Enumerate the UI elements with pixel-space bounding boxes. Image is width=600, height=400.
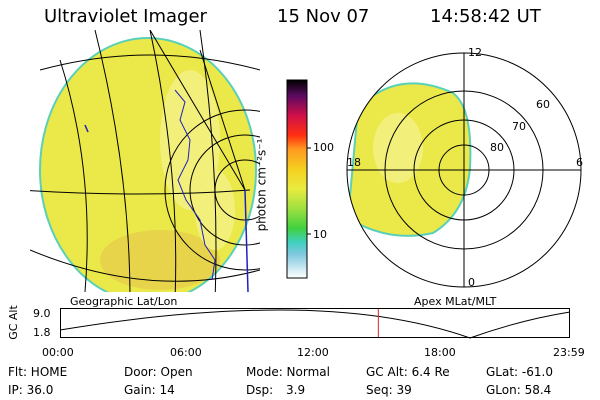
status-door: Door: Open [124,365,193,379]
coastline [174,89,216,281]
x-tick-0: 00:00 [42,346,74,359]
altitude-ylabel: GC Alt [6,305,20,340]
status-ip: IP: 36.0 [8,383,54,397]
x-tick-3: 18:00 [424,346,456,359]
date-label: 15 Nov 07 [277,6,370,27]
status-dsp-value: 3.9 [286,383,306,397]
apex-caption: Apex MLat/MLT [414,295,497,308]
status-seq: Seq: 39 [366,383,412,397]
mlt-0-label: 0 [468,276,475,289]
x-tick-2: 12:00 [297,346,329,359]
time-label: 14:58:42 UT [430,6,541,27]
colorbar-unit-label: photon cm⁻²s⁻¹ [254,138,269,232]
status-mode: Mode: Normal [246,365,330,379]
x-tick-1: 06:00 [170,346,202,359]
mlt-12-label: 12 [468,46,482,59]
altitude-y-min: 1.8 [33,326,51,339]
colorbar-tick-low: 10 [313,228,327,241]
status-gain: Gain: 14 [124,383,175,397]
polar-grid [346,52,582,288]
mlat-60-label: 60 [536,98,550,111]
mlt-6-label: 6 [576,156,583,169]
x-tick-4: 23:59 [553,346,585,359]
geographic-caption: Geographic Lat/Lon [70,295,178,308]
polar-mlat-mlt-panel [346,52,582,288]
status-glon: GLon: 58.4 [486,383,552,397]
altitude-y-max: 9.0 [33,307,51,320]
mlat-70-label: 70 [512,120,526,133]
lat-lon-grid [30,30,260,292]
mlat-80-label: 80 [490,141,504,154]
altitude-curve [60,309,571,339]
mlt-18-label: 18 [347,156,361,169]
color-scale-bar [286,79,311,279]
geographic-image-panel [30,30,260,292]
colorbar-tick-high: 100 [313,141,334,154]
instrument-title: Ultraviolet Imager [44,6,207,27]
status-flt: Flt: HOME [8,365,68,379]
altitude-plot [60,308,571,339]
status-gc-alt: GC Alt: 6.4 Re [366,365,450,379]
status-glat: GLat: -61.0 [486,365,553,379]
status-dsp-label: Dsp: [246,383,274,397]
